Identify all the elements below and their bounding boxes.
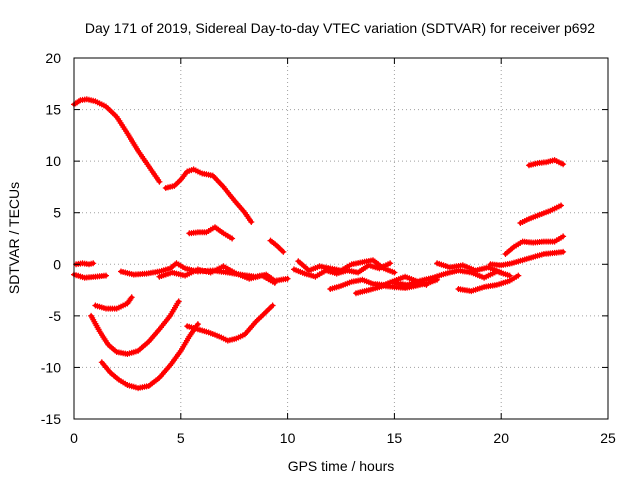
series-arc-19 (455, 272, 522, 295)
series-arc-10 (98, 321, 201, 392)
x-axis-label: GPS time / hours (288, 458, 395, 474)
series-arc-11 (184, 302, 276, 344)
x-tick-label: 25 (600, 430, 616, 446)
y-tick-label: 0 (53, 256, 61, 272)
chart-title: Day 171 of 2019, Sidereal Day-to-day VTE… (85, 20, 595, 36)
y-tick-label: -5 (49, 308, 62, 324)
series-arc-12 (267, 237, 287, 255)
data-point-markers (487, 248, 567, 269)
series-arc-16 (353, 276, 441, 297)
series-line (72, 97, 162, 184)
data-point-markers (98, 321, 201, 392)
data-point-markers (291, 260, 394, 280)
y-tick-label: 5 (53, 205, 61, 221)
y-tick-label: 10 (45, 153, 61, 169)
series-arc-5 (71, 271, 109, 281)
data-point-markers (186, 224, 236, 242)
series-arc-18 (434, 260, 505, 276)
x-tick-label: 20 (493, 430, 509, 446)
series-arc-23 (526, 157, 567, 169)
data-point-markers (88, 298, 182, 357)
data-point-markers (156, 263, 278, 286)
x-tick-label: 5 (177, 430, 185, 446)
series-arc-20 (487, 248, 567, 269)
data-point-markers (526, 157, 567, 169)
series-arc-8 (92, 294, 135, 312)
x-tick-label: 15 (387, 430, 403, 446)
data-point-markers (434, 260, 505, 276)
y-tick-label: -15 (41, 411, 61, 427)
data-point-markers (92, 294, 135, 312)
series-arc-22 (517, 202, 564, 226)
data-point-markers (517, 202, 564, 226)
series-arc-9 (88, 298, 182, 357)
series-arc-21 (502, 233, 567, 257)
tick-layer: 0 5 10 15 20 25 -15 -10 -5 0 5 10 15 20 (41, 50, 616, 446)
data-point-markers (184, 302, 276, 344)
y-tick-label: 15 (45, 102, 61, 118)
grid-layer (74, 58, 608, 419)
series-arc-3 (186, 224, 236, 242)
series-arc-1 (71, 96, 163, 185)
y-tick-label: 20 (45, 50, 61, 66)
series-arc-14 (291, 260, 394, 280)
y-axis-label: SDTVAR / TECUs (6, 182, 22, 294)
data-point-markers (502, 233, 567, 257)
data-point-markers (455, 272, 522, 295)
x-tick-label: 10 (280, 430, 296, 446)
series-arc-7 (156, 263, 278, 286)
y-tick-label: -10 (41, 359, 61, 375)
data-point-markers (71, 96, 163, 185)
data-point-markers (353, 276, 441, 297)
data-point-markers (267, 237, 287, 255)
series-arc-2 (162, 166, 255, 225)
x-tick-label: 0 (70, 430, 78, 446)
series-layer (71, 96, 567, 392)
data-point-markers (162, 166, 255, 225)
series-line (185, 303, 275, 343)
plot-frame (73, 57, 609, 420)
